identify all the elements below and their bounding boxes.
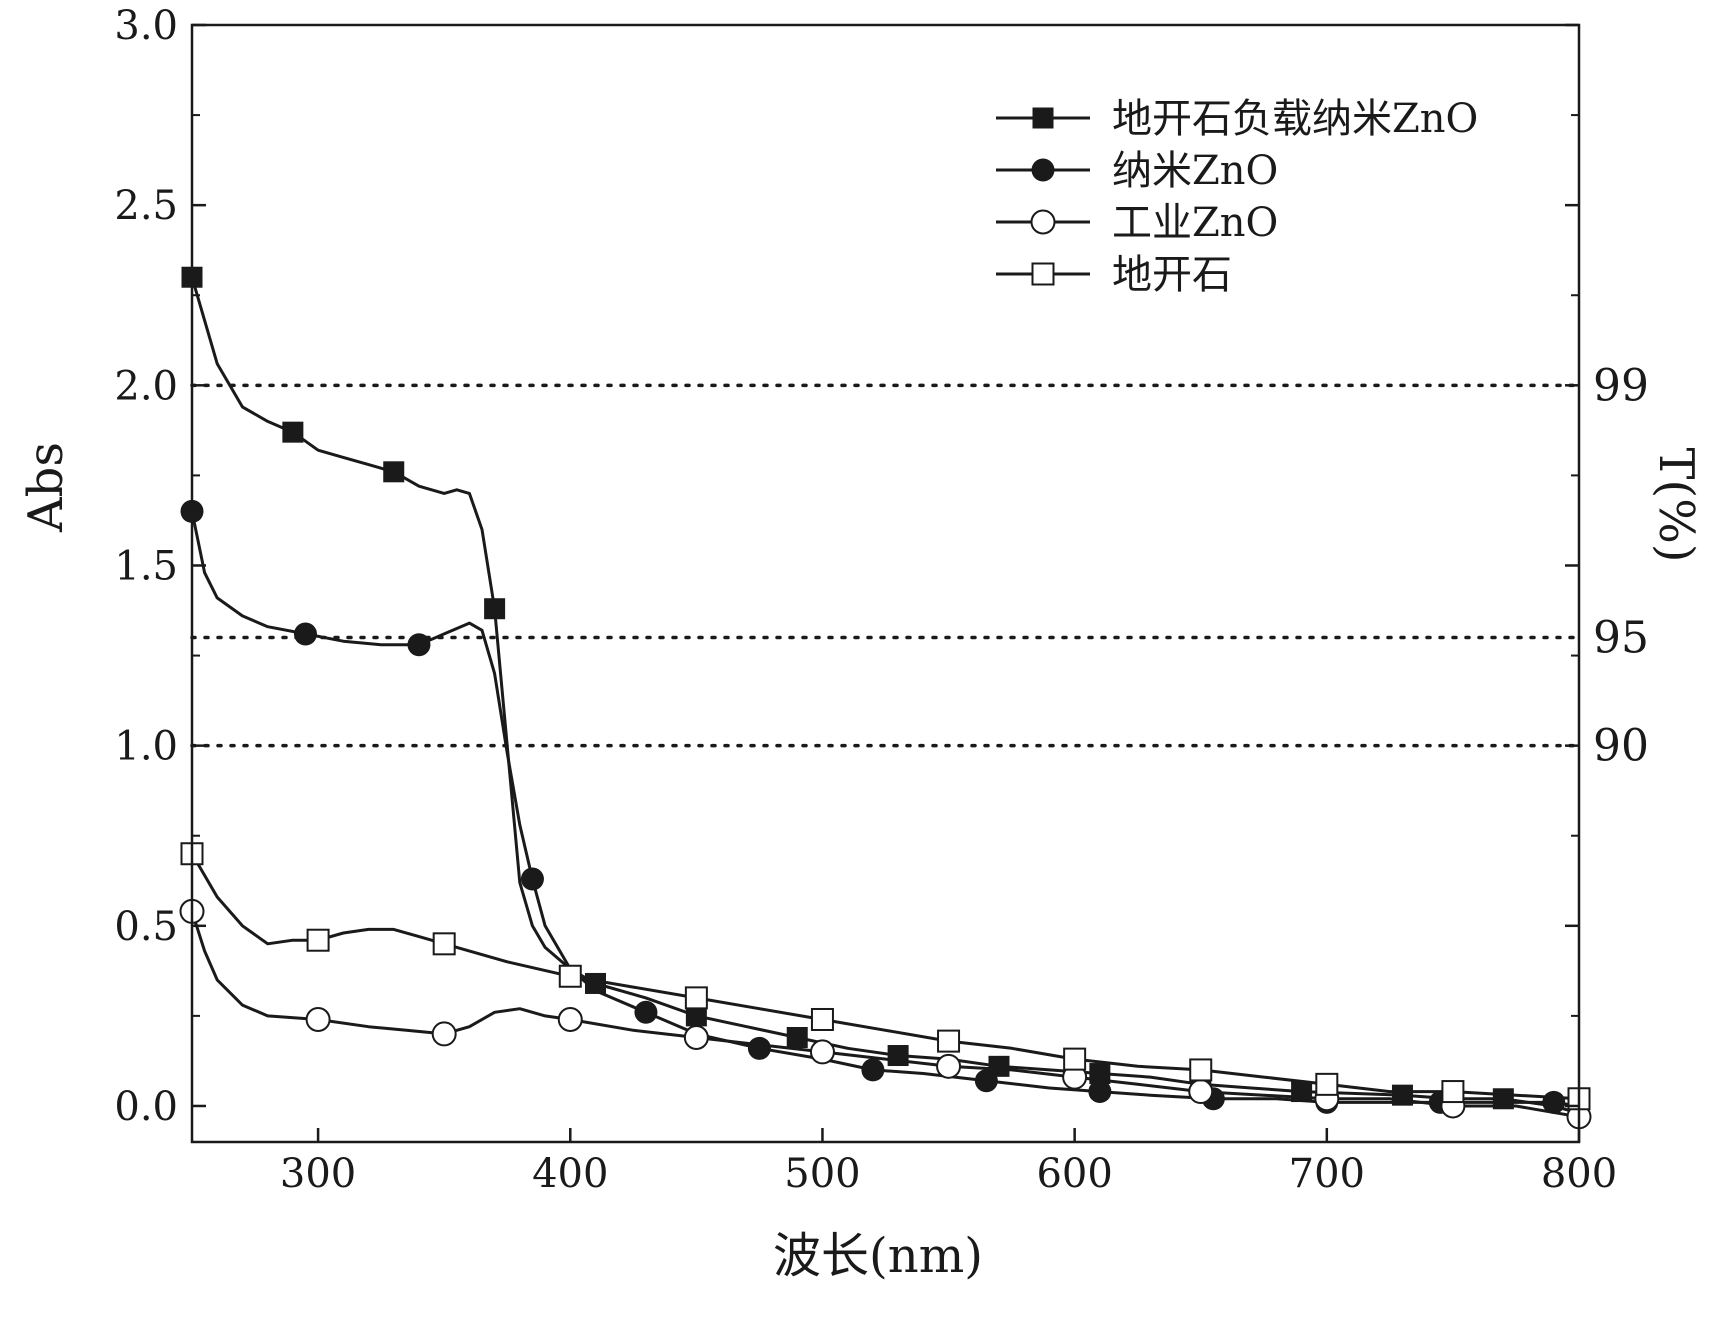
series xyxy=(180,499,1580,1114)
legend-marker xyxy=(1032,107,1054,129)
series-point xyxy=(936,1053,962,1079)
x-tick-label: 600 xyxy=(1036,1151,1112,1197)
series-point xyxy=(293,622,317,646)
legend-label: 纳米ZnO xyxy=(1112,148,1278,194)
y-tick-label: 0.5 xyxy=(114,904,178,950)
x-tick-label: 700 xyxy=(1289,1151,1365,1197)
series-point xyxy=(1189,1058,1213,1082)
y2-axis-title: T(%) xyxy=(1648,447,1704,562)
x-tick-label: 400 xyxy=(532,1151,608,1197)
transmittance-label: 95 xyxy=(1593,613,1649,664)
legend-marker xyxy=(1030,209,1056,235)
plot-frame xyxy=(190,23,1581,1144)
series-point xyxy=(431,1021,457,1047)
series-point xyxy=(1088,1080,1112,1104)
legend-item: 纳米ZnO xyxy=(996,148,1278,194)
axes: 300 400 500 600 700 800 0.0 0.5 1.0 1.5 2.0 2.5 3.0 xyxy=(114,3,1617,1197)
legend-marker xyxy=(1031,262,1055,286)
transmittance-label: 99 xyxy=(1593,360,1649,411)
x-tick-label: 300 xyxy=(280,1151,356,1197)
series-point xyxy=(306,928,330,952)
legend-item: 地开石负载纳米ZnO xyxy=(996,96,1478,142)
x-tick-label: 500 xyxy=(784,1151,860,1197)
series-point xyxy=(684,986,708,1010)
series-point xyxy=(809,1039,835,1065)
series-point xyxy=(634,1000,658,1024)
series-point xyxy=(305,1006,331,1032)
series-point xyxy=(1315,1072,1339,1096)
series-point xyxy=(432,932,456,956)
series-point xyxy=(988,1055,1010,1077)
series-point xyxy=(558,964,582,988)
legend-item: 工业ZnO xyxy=(996,200,1278,246)
reference-lines: 99 95 90 xyxy=(190,360,1649,772)
series-layer xyxy=(179,266,1592,1130)
series-point xyxy=(1063,1047,1087,1071)
y-tick-label: 1.0 xyxy=(114,724,178,770)
y-tick-label: 2.5 xyxy=(114,183,178,229)
y-axis-title: Abs xyxy=(18,442,74,533)
legend-marker xyxy=(1031,158,1055,182)
series-point xyxy=(407,633,431,657)
legend-label: 地开石 xyxy=(1112,252,1232,298)
series-point xyxy=(861,1058,885,1082)
series-point xyxy=(383,461,405,483)
y-tick-label: 1.5 xyxy=(114,543,178,589)
series-point xyxy=(685,1005,707,1027)
series-point xyxy=(557,1006,583,1032)
y-tick-label: 3.0 xyxy=(114,3,178,49)
series-point xyxy=(937,1029,961,1053)
y-tick-label: 0.0 xyxy=(114,1084,178,1130)
legend-item: 地开石 xyxy=(996,252,1232,298)
series-point xyxy=(810,1007,834,1031)
series-point xyxy=(683,1025,709,1051)
series-point xyxy=(484,598,506,620)
y-tick-label: 2.0 xyxy=(114,363,178,409)
x-axis-title: 波长(nm) xyxy=(773,1228,983,1284)
series-point xyxy=(747,1036,771,1060)
series-point xyxy=(1188,1079,1214,1105)
legend-label: 工业ZnO xyxy=(1112,200,1278,246)
legend-label: 地开石负载纳米ZnO xyxy=(1112,96,1478,142)
legend: 地开石负载纳米ZnO 纳米ZnO 工业ZnO 地开石 xyxy=(996,96,1478,298)
series xyxy=(181,266,1580,1115)
x-tick-label: 800 xyxy=(1541,1151,1617,1197)
series-point xyxy=(974,1069,998,1093)
series-point xyxy=(282,421,304,443)
transmittance-label: 90 xyxy=(1593,721,1649,772)
series-point xyxy=(786,1027,808,1049)
series-line xyxy=(190,511,1580,1108)
series-point xyxy=(1441,1080,1465,1104)
series-point xyxy=(520,867,544,891)
